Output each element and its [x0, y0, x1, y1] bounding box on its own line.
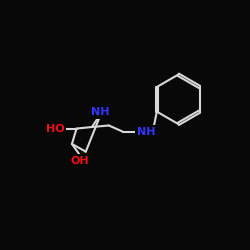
Text: OH: OH — [70, 156, 89, 166]
Text: NH: NH — [136, 127, 155, 137]
Text: NH: NH — [91, 108, 110, 118]
Text: HO: HO — [46, 124, 64, 134]
